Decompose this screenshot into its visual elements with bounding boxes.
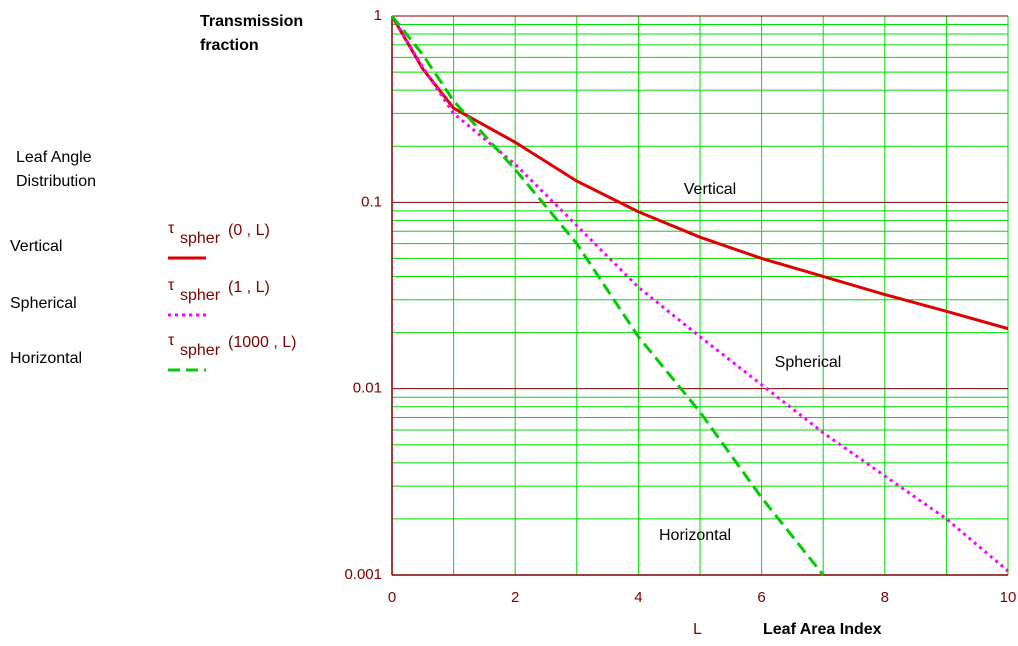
legend-sub: spher (180, 342, 221, 359)
x-tick-label: 0 (388, 589, 396, 606)
legend-label: Horizontal (10, 350, 82, 367)
legend-label: Vertical (10, 238, 62, 255)
y-tick-label: 0.001 (344, 566, 382, 583)
x-tick-label: 2 (511, 589, 519, 606)
legend-symbol: τ (168, 220, 175, 237)
legend-title: Distribution (16, 173, 96, 190)
x-tick-label: 4 (634, 589, 642, 606)
x-tick-label: 10 (1000, 589, 1017, 606)
annotation: Horizontal (659, 527, 731, 544)
legend-args: (0 , L) (228, 222, 270, 239)
legend-symbol: τ (168, 277, 175, 294)
series-line (390, 15, 1009, 573)
legend-args: (1000 , L) (228, 334, 296, 351)
annotation: Vertical (684, 181, 736, 198)
y-tick-label: 0.1 (361, 193, 382, 210)
legend-title: Leaf Angle (16, 149, 92, 166)
series-line (390, 15, 1009, 331)
y-tick-label: 1 (374, 7, 382, 24)
y-axis-label: Transmission (200, 13, 303, 30)
x-axis-label: Leaf Area Index (763, 621, 882, 638)
legend-symbol: τ (168, 332, 175, 349)
x-tick-label: 6 (757, 589, 765, 606)
legend-label: Spherical (10, 295, 77, 312)
x-tick-label: 8 (881, 589, 889, 606)
annotation: Spherical (775, 354, 842, 371)
x-variable: L (693, 621, 702, 638)
y-axis-label: fraction (200, 37, 259, 54)
series-line (390, 15, 825, 576)
legend-sub: spher (180, 287, 221, 304)
legend-sub: spher (180, 230, 221, 247)
legend-args: (1 , L) (228, 279, 270, 296)
y-tick-label: 0.01 (353, 380, 382, 397)
